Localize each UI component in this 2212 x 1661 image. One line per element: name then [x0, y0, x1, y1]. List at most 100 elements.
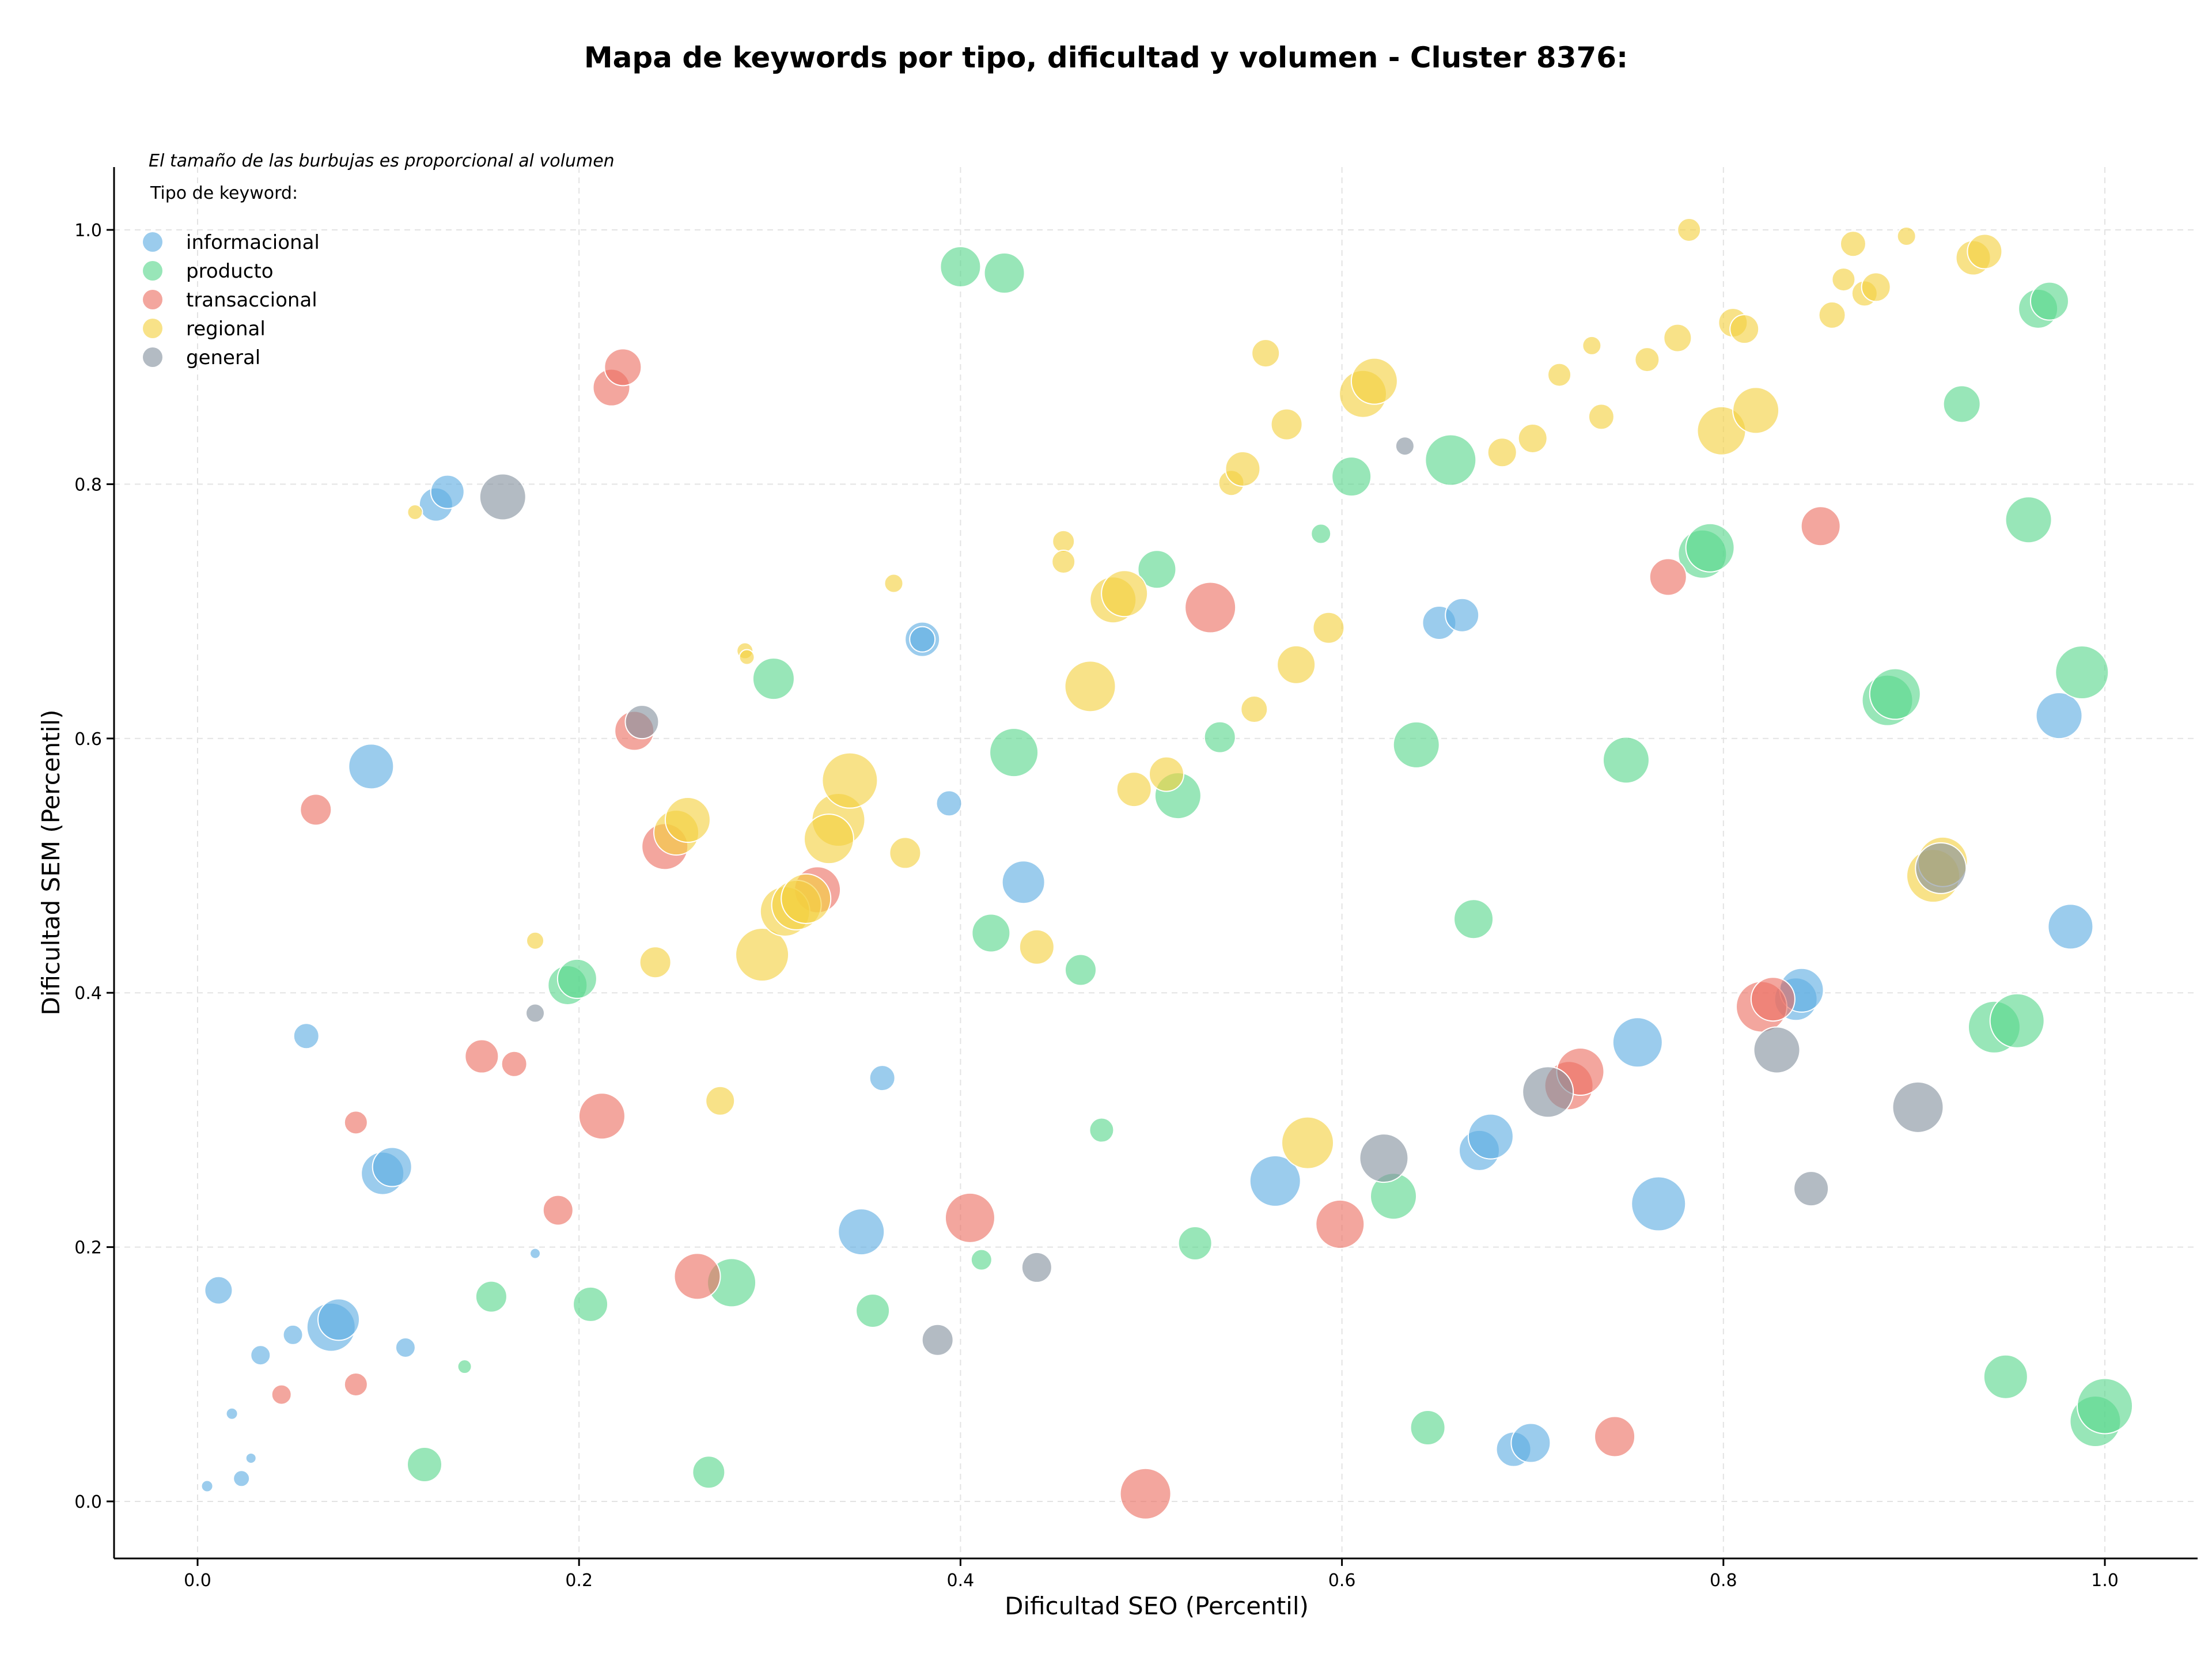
bubble-regional	[1677, 218, 1702, 242]
bubble-regional	[1896, 226, 1916, 247]
bubble-producto	[573, 1286, 609, 1322]
bubble-regional	[1051, 550, 1076, 574]
bubble-regional	[639, 946, 672, 979]
bubble-producto	[1137, 550, 1177, 589]
bubble-general	[1793, 1171, 1830, 1207]
bubble-informacional	[909, 626, 936, 653]
bubble-regional	[1663, 323, 1692, 353]
y-tick-label: 0.8	[74, 475, 102, 495]
y-ticks: 0.0 0.2 0.4 0.6 0.8 1.0	[74, 221, 114, 1512]
bubble-informacional	[1445, 597, 1480, 633]
bubble-informacional	[348, 743, 395, 790]
bubble-general	[525, 1003, 546, 1023]
bubble-regional	[1064, 660, 1116, 713]
bubble-producto	[855, 1293, 891, 1328]
x-tick-label: 0.0	[184, 1571, 211, 1591]
bubble-regional	[738, 649, 755, 665]
series-transaccional	[271, 348, 1841, 1520]
legend-marker	[143, 232, 162, 252]
bubble-transaccional	[1184, 581, 1237, 634]
bubble-producto	[692, 1455, 726, 1489]
bubble-producto	[1410, 1409, 1446, 1446]
bubble-regional	[735, 927, 790, 982]
bubble-informacional	[869, 1065, 896, 1092]
bubble-producto	[475, 1280, 507, 1313]
bubble-regional	[526, 931, 545, 950]
bubble-general	[1753, 1026, 1801, 1074]
bubble-producto	[2029, 281, 2069, 321]
bubble-regional	[1547, 362, 1572, 387]
bubble-regional	[781, 873, 832, 924]
y-tick-label: 1.0	[74, 221, 102, 241]
bubble-informacional	[245, 1452, 257, 1464]
bubble-regional	[1487, 437, 1517, 468]
bubble-transaccional	[578, 1092, 626, 1140]
bubble-general	[1522, 1066, 1574, 1118]
bubble-producto	[1983, 1354, 2028, 1399]
bubble-regional	[889, 837, 922, 869]
bubble-transaccional	[343, 1110, 368, 1135]
y-tick-label: 0.6	[74, 729, 102, 750]
bubble-transaccional	[673, 1253, 721, 1300]
bubble-regional	[1729, 314, 1760, 345]
bubble-informacional	[372, 1147, 412, 1187]
bubble-informacional	[204, 1276, 233, 1305]
bubble-general	[1915, 842, 1967, 894]
bubble-informacional	[1510, 1422, 1551, 1463]
bubble-regional	[1240, 695, 1268, 724]
bubble-regional	[1148, 756, 1184, 792]
bubble-producto	[983, 252, 1025, 294]
bubble-regional	[1831, 267, 1856, 292]
bubble-regional	[1732, 387, 1780, 434]
y-tick-label: 0.4	[74, 983, 102, 1004]
bubble-informacional	[430, 474, 465, 509]
bubble-informacional	[225, 1407, 238, 1420]
bubble-producto	[407, 1446, 443, 1482]
bubble-producto	[1602, 736, 1650, 784]
bubble-transaccional	[464, 1039, 499, 1074]
bubble-regional	[1281, 1116, 1335, 1170]
legend-label: producto	[186, 260, 274, 283]
bubbles	[200, 218, 2133, 1520]
bubble-informacional	[838, 1208, 885, 1256]
bubble-regional	[1312, 611, 1345, 644]
bubble-regional	[884, 573, 904, 593]
x-tick-label: 1.0	[2091, 1571, 2119, 1591]
bubble-producto	[1310, 523, 1332, 544]
bubble-transaccional	[1800, 506, 1841, 547]
bubble-informacional	[250, 1345, 271, 1366]
bubble-regional	[1251, 339, 1281, 368]
bubble-producto	[556, 958, 597, 999]
grid	[114, 167, 2198, 1558]
bubble-producto	[989, 728, 1039, 778]
legend-label: regional	[186, 317, 266, 340]
bubble-informacional	[1631, 1176, 1687, 1232]
bubble-producto	[970, 1248, 993, 1271]
bubble-regional	[1101, 570, 1149, 618]
bubble-transaccional	[300, 793, 332, 826]
legend-marker	[143, 261, 162, 281]
bubble-informacional	[1467, 1113, 1514, 1160]
bubble-producto	[1425, 434, 1477, 486]
bubble-producto	[971, 913, 1011, 953]
legend-label: transaccional	[186, 289, 317, 312]
legend-label: general	[186, 346, 260, 369]
y-tick-label: 0.0	[74, 1492, 102, 1512]
bubble-producto	[752, 657, 795, 701]
series-producto	[407, 246, 2133, 1489]
bubble-regional	[1818, 301, 1846, 329]
bubble-producto	[1177, 1225, 1213, 1261]
bubble-regional	[1277, 645, 1316, 684]
bubble-general	[624, 705, 660, 740]
bubble-transaccional	[1750, 977, 1796, 1022]
bubble-informacional	[529, 1247, 541, 1259]
bubble-general	[1892, 1081, 1944, 1133]
bubble-producto	[457, 1359, 472, 1375]
bubble-informacional	[282, 1324, 304, 1345]
bubble-informacional	[935, 790, 963, 817]
bubble-producto	[1064, 954, 1097, 986]
legend-title: Tipo de keyword:	[150, 183, 298, 203]
series-informacional	[200, 474, 2094, 1493]
bubble-regional	[664, 797, 711, 843]
bubble-transaccional	[501, 1050, 528, 1077]
